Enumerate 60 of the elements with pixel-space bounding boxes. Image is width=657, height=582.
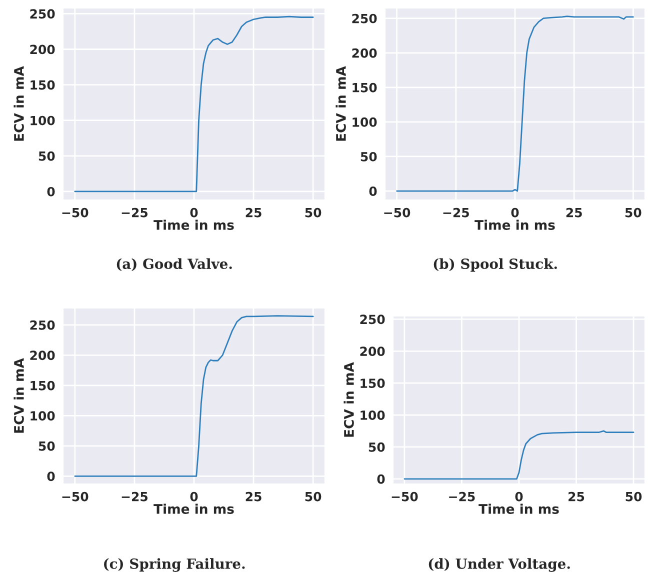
y-tick-label: 200: [352, 48, 377, 58]
x-axis-title: Time in ms: [478, 504, 559, 514]
line-series: [74, 16, 314, 192]
y-tick-label: 150: [352, 82, 377, 92]
x-tick-label: −50: [384, 208, 410, 218]
x-axis-title: Time in ms: [154, 504, 234, 514]
line-series: [74, 315, 314, 477]
y-tick-label: 250: [352, 14, 377, 24]
text: (d) Under Voltage.: [428, 558, 570, 572]
y-tick-label: 50: [368, 442, 385, 452]
x-tick-label: −25: [443, 208, 469, 218]
y-tick-label: 100: [360, 410, 385, 420]
x-tick-label: 0: [190, 492, 198, 502]
x-tick-label: −50: [62, 492, 88, 502]
y-tick-label: 0: [47, 186, 55, 196]
x-tick-label: 25: [568, 492, 584, 502]
x-tick-label: 0: [515, 492, 523, 502]
y-tick-label: 0: [47, 472, 55, 482]
y-tick-label: 0: [377, 474, 385, 484]
y-tick-label: 100: [30, 411, 55, 421]
text: (b) Spool Stuck.: [434, 258, 557, 272]
y-axis-title: ECV in mA: [14, 358, 24, 433]
y-tick-label: 50: [38, 441, 55, 451]
y-tick-label: 200: [30, 350, 55, 360]
x-tick-label: 50: [305, 208, 322, 218]
line-series: [404, 430, 634, 480]
x-tick-label: 50: [305, 492, 322, 502]
x-tick-label: 0: [511, 208, 519, 218]
y-tick-label: 250: [30, 320, 55, 330]
x-tick-label: 25: [246, 492, 262, 502]
x-axis-title: Time in ms: [154, 220, 234, 230]
line-series: [396, 16, 634, 192]
text: (a) Good Valve.: [116, 258, 232, 271]
y-tick-label: 250: [30, 9, 55, 19]
y-tick-label: 50: [360, 152, 377, 162]
y-tick-label: 0: [369, 186, 377, 196]
y-axis-title: ECV in mA: [336, 66, 346, 141]
y-tick-label: 150: [30, 380, 55, 390]
x-tick-label: −25: [122, 208, 148, 218]
x-tick-label: 50: [625, 208, 642, 218]
y-tick-label: 200: [360, 346, 385, 356]
y-axis-title: ECV in mA: [14, 66, 24, 141]
x-tick-label: 25: [246, 208, 262, 218]
y-tick-label: 100: [352, 117, 377, 127]
text: (c) Spring Failure.: [104, 558, 245, 572]
y-tick-label: 150: [360, 378, 385, 388]
y-tick-label: 150: [30, 80, 55, 90]
x-tick-label: −50: [62, 208, 88, 218]
x-tick-label: −50: [392, 492, 418, 502]
y-tick-label: 50: [38, 151, 55, 161]
x-tick-label: −25: [122, 492, 148, 502]
y-tick-label: 250: [360, 314, 385, 324]
y-tick-label: 100: [30, 116, 55, 126]
y-tick-label: 200: [30, 44, 55, 54]
x-axis-title: Time in ms: [474, 220, 555, 230]
x-tick-label: −25: [449, 492, 475, 502]
x-tick-label: 50: [626, 492, 642, 502]
x-tick-label: 0: [190, 208, 198, 218]
x-tick-label: 25: [566, 208, 582, 218]
y-axis-title: ECV in mA: [344, 362, 354, 437]
